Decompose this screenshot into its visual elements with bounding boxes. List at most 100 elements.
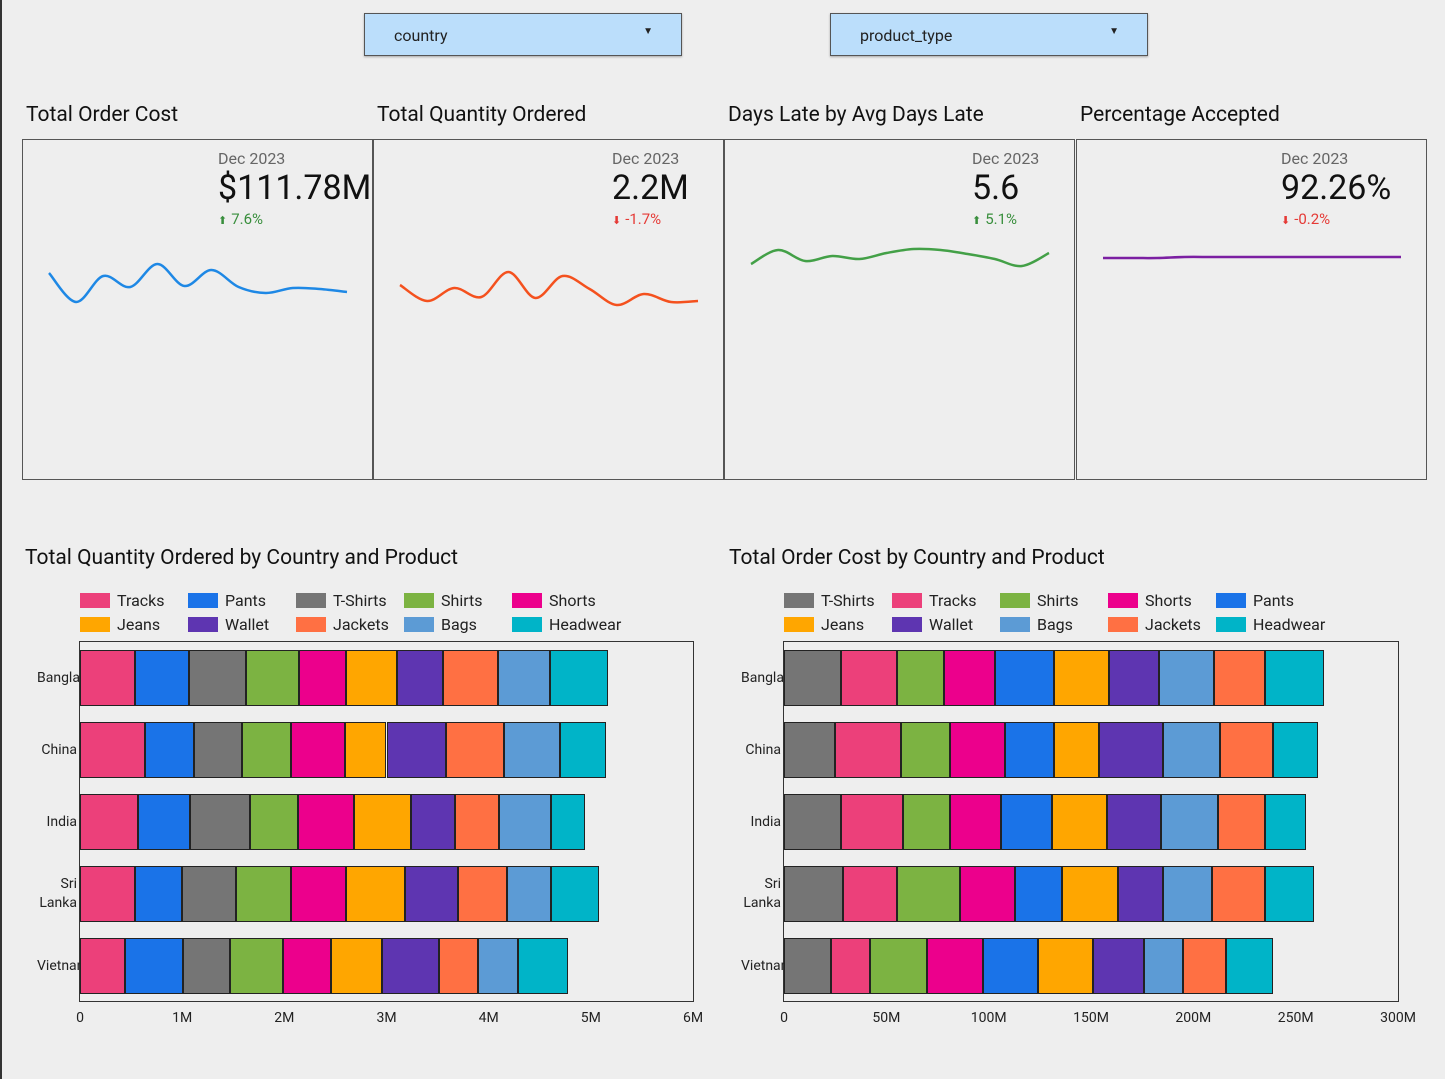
bar-segment: [1052, 794, 1108, 850]
bar-segment: [382, 938, 439, 994]
bar-segment: [1015, 866, 1063, 922]
bar-segment: [124, 938, 184, 994]
bar-segment: [784, 722, 836, 778]
period-label: Dec 2023: [1281, 149, 1349, 168]
dropdown-arrow: ▼: [1109, 26, 1119, 37]
period-label: Dec 2023: [612, 149, 680, 168]
bar-segment: [843, 866, 897, 922]
bar-segment: [245, 650, 299, 706]
category-text: India: [46, 813, 77, 830]
legend-label: Pants: [225, 590, 267, 610]
legend-item: T-Shirts: [296, 590, 404, 610]
y-tick-label: China: [721, 722, 781, 778]
bar-segment: [236, 866, 292, 922]
legend: T-Shirts Tracks Shirts Shorts Pants Jeans Wall…: [784, 590, 1344, 634]
y-tick-label: Bangla…: [721, 650, 793, 706]
bar-segment: [80, 794, 139, 850]
bar-segment: [1099, 722, 1163, 778]
change-value: -1.7%: [625, 210, 662, 228]
legend-swatch: [1000, 616, 1030, 632]
scorecard-title: Total Order Cost: [26, 103, 179, 127]
bar-segment: [80, 722, 146, 778]
legend-item: Pants: [1216, 591, 1326, 610]
legend-swatch: [296, 592, 326, 608]
bar-segment: [1144, 938, 1184, 994]
legend-swatch: [784, 616, 814, 632]
bar-segment: [831, 938, 870, 994]
legend-swatch: [1108, 592, 1138, 608]
bar-segment: [1158, 650, 1214, 706]
sparkline: [750, 247, 1050, 268]
bar-segment: [298, 650, 346, 706]
bar-segment: [869, 938, 928, 994]
product-type-filter[interactable]: product_type ▼: [830, 13, 1148, 56]
y-tick-label: Sri Lanka: [721, 866, 781, 922]
category-text: China: [745, 741, 781, 758]
filter-label: country: [394, 26, 448, 45]
bar-segment: [189, 650, 246, 706]
trend-line: [1103, 255, 1401, 260]
change-value: 7.6%: [231, 210, 264, 228]
legend-item: Shirts: [404, 591, 512, 610]
metric-change: ⬆ 7.6%: [218, 210, 263, 228]
legend-item: Tracks: [80, 591, 188, 610]
legend-swatch: [892, 616, 922, 632]
legend-item: Wallet: [892, 615, 1000, 634]
change-value: -0.2%: [1294, 210, 1331, 228]
bar-segment: [949, 794, 1001, 850]
legend: Tracks Pants T-Shirts Shirts Shorts Jeans Wall…: [80, 590, 640, 634]
country-filter[interactable]: country ▼: [364, 13, 682, 56]
bar-segment: [1117, 866, 1163, 922]
legend-swatch: [1216, 592, 1246, 608]
plot-area: [79, 641, 694, 1002]
scorecard: Dec 2023 5.6 ⬆ 5.1%: [724, 139, 1075, 480]
y-tick-label: India: [721, 794, 781, 850]
bar-segment: [138, 794, 191, 850]
legend-label: Bags: [441, 614, 477, 634]
legend-swatch: [892, 592, 922, 608]
bar-segment: [297, 794, 354, 850]
bar-segment: [80, 866, 136, 922]
legend-swatch: [404, 616, 434, 632]
bar-segment: [994, 650, 1055, 706]
plot-area: [783, 641, 1399, 1002]
legend-item: Jackets: [296, 615, 404, 634]
bar-segment: [1217, 794, 1265, 850]
scorecard-title: Percentage Accepted: [1080, 103, 1280, 127]
legend-label: Shorts: [1145, 590, 1192, 610]
x-tick-label: 0: [76, 1010, 84, 1026]
bar-segment: [80, 650, 136, 706]
legend-label: T-Shirts: [333, 590, 387, 610]
sparkline: [399, 270, 699, 307]
x-tick-label: 5M: [580, 1010, 601, 1026]
legend-item: Jeans: [80, 615, 188, 634]
x-tick-label: 2M: [274, 1010, 295, 1026]
bar-segment: [949, 722, 1006, 778]
bar-segment: [249, 794, 298, 850]
bar-segment: [835, 722, 901, 778]
legend-label: Wallet: [225, 614, 270, 634]
bar-segment: [1264, 794, 1306, 850]
category-text: Sri Lanka: [39, 876, 77, 911]
change-value: 5.1%: [985, 210, 1018, 228]
legend-item: Tracks: [892, 591, 1000, 610]
scorecard-title: Days Late by Avg Days Late: [728, 103, 984, 127]
bar-segment: [1213, 650, 1265, 706]
legend-item: Jackets: [1108, 615, 1216, 634]
legend-label: Shorts: [549, 590, 596, 610]
bar-segment: [1183, 938, 1227, 994]
bar-segment: [550, 794, 585, 850]
bar-segment: [1107, 794, 1161, 850]
bar-segment: [345, 866, 405, 922]
legend-item: Headwear: [1216, 615, 1326, 634]
legend-label: Shirts: [1037, 590, 1079, 610]
legend-swatch: [784, 592, 814, 608]
legend-swatch: [1000, 592, 1030, 608]
legend-swatch: [1108, 616, 1138, 632]
period-label: Dec 2023: [972, 149, 1040, 168]
bar-segment: [182, 866, 237, 922]
chart-title: Total Quantity Ordered by Country and Pr…: [25, 546, 459, 570]
bar-segment: [242, 722, 292, 778]
bar-segment: [411, 794, 455, 850]
